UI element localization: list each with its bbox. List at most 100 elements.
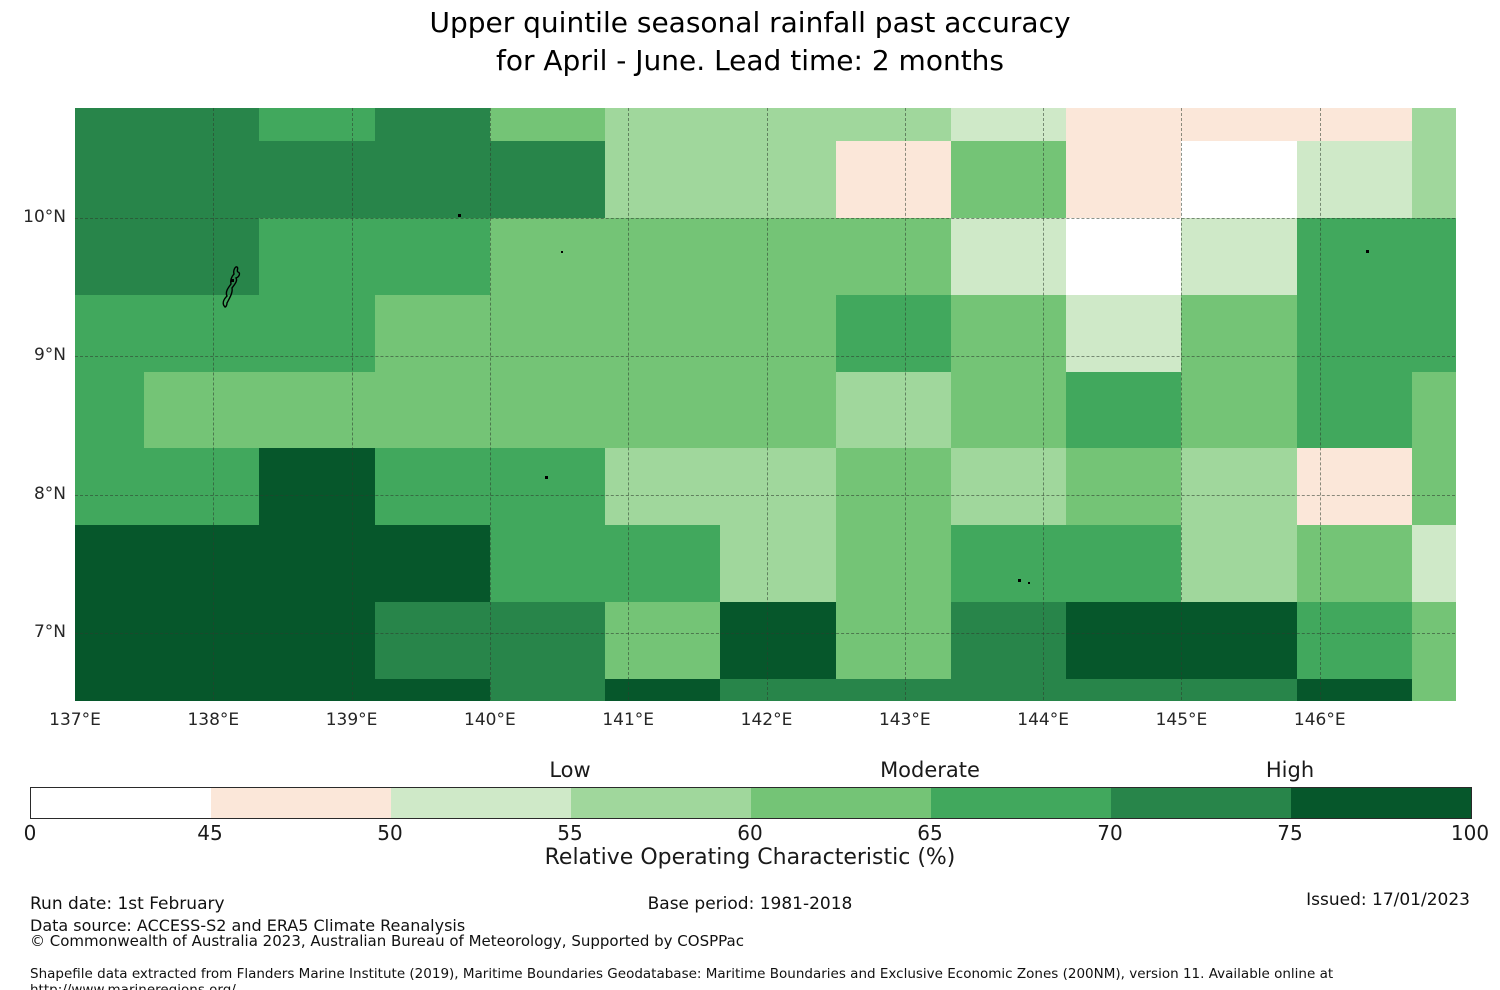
grid-cell <box>1181 525 1298 603</box>
islet-dot <box>458 214 461 217</box>
longitude-gridline <box>351 108 353 700</box>
copyright-text: © Commonwealth of Australia 2023, Austra… <box>30 932 744 950</box>
grid-cell <box>605 108 722 142</box>
grid-cell <box>374 294 491 373</box>
chart-title-line2: for April - June. Lead time: 2 months <box>495 44 1005 77</box>
grid-cell <box>489 371 606 450</box>
grid-cell <box>144 294 260 373</box>
grid-cell <box>259 218 376 296</box>
grid-cell <box>950 108 1067 142</box>
grid-cell <box>835 218 952 296</box>
grid-cell <box>1066 371 1183 450</box>
grid-cell <box>489 602 606 680</box>
y-axis-tick-label: 10°N <box>23 207 66 228</box>
islet-dot <box>1366 250 1369 253</box>
grid-cell <box>1296 218 1413 296</box>
grid-cell <box>144 525 260 603</box>
grid-cell <box>489 218 606 296</box>
colorbar <box>30 787 1472 819</box>
grid-cell <box>1411 602 1456 680</box>
grid-cell <box>489 141 606 219</box>
colorbar-segment-45-50 <box>211 788 391 818</box>
latitude-gridline <box>75 356 1455 358</box>
grid-cell <box>75 141 145 219</box>
grid-cell <box>1066 294 1183 373</box>
grid-cell <box>374 218 491 296</box>
grid-cell <box>75 108 145 142</box>
grid-cell <box>144 141 260 219</box>
longitude-gridline <box>213 108 215 700</box>
grid-cell <box>605 294 722 373</box>
grid-cell <box>259 294 376 373</box>
colorbar-ticks: 0 45 50 55 60 65 70 75 100 <box>24 821 1489 845</box>
grid-cell <box>75 218 145 296</box>
colorbar-tick-label: 50 <box>377 821 403 845</box>
grid-cell <box>1411 371 1456 450</box>
colorbar-zone-labels: Low Moderate High <box>30 758 1470 786</box>
colorbar-tick-label: 55 <box>557 821 583 845</box>
y-axis-tick-label: 8°N <box>33 483 66 504</box>
chart-title: Upper quintile seasonal rainfall past ac… <box>0 4 1500 80</box>
grid-cell <box>605 678 722 701</box>
colorbar-title: Relative Operating Characteristic (%) <box>544 845 956 870</box>
x-axis-tick-label: 146°E <box>1293 710 1346 730</box>
grid-cell <box>1296 525 1413 603</box>
longitude-gridline <box>1319 108 1321 700</box>
grid-cell <box>1411 108 1456 142</box>
data-source-text: Data source: ACCESS-S2 and ERA5 Climate … <box>30 916 466 935</box>
grid-cell <box>720 294 837 373</box>
colorbar-tick-label: 45 <box>197 821 223 845</box>
grid-cell <box>950 525 1067 603</box>
colorbar-zone-label-high: High <box>1265 758 1315 782</box>
grid-cell <box>835 678 952 701</box>
islet-dot <box>1028 582 1030 584</box>
y-axis-tick-label: 7°N <box>33 621 66 642</box>
x-axis-tick-label: 144°E <box>1017 710 1069 730</box>
grid-cell <box>1066 218 1183 296</box>
latitude-gridline <box>75 632 1455 634</box>
grid-cell <box>720 448 837 526</box>
longitude-gridline <box>1181 108 1183 700</box>
grid-cell <box>835 525 952 603</box>
colorbar-segment-65-70 <box>931 788 1111 818</box>
colorbar-tick-label: 75 <box>1277 821 1303 845</box>
x-axis-tick-label: 143°E <box>878 710 931 730</box>
grid-cell <box>1296 141 1413 219</box>
grid-cell <box>1066 678 1183 701</box>
grid-cell <box>605 141 722 219</box>
grid-cell <box>144 602 260 680</box>
shapefile-credit-text: Shapefile data extracted from Flanders M… <box>30 966 1334 990</box>
grid-cell <box>835 108 952 142</box>
grid-cell <box>1411 525 1456 603</box>
grid-cell <box>144 218 260 296</box>
grid-cell <box>75 602 145 680</box>
grid-cell <box>144 678 260 701</box>
x-axis-tick-label: 139°E <box>325 710 378 730</box>
islet-dot <box>561 251 563 253</box>
grid-cell <box>1181 218 1298 296</box>
grid-cell <box>1066 108 1183 142</box>
grid-cell <box>144 371 260 450</box>
grid-cell <box>374 602 491 680</box>
grid-cell <box>489 108 606 142</box>
grid-cell <box>144 108 260 142</box>
grid-cell <box>720 218 837 296</box>
grid-cell <box>374 525 491 603</box>
grid-cell <box>950 602 1067 680</box>
colorbar-segment-0-45 <box>31 788 211 818</box>
colorbar-segment-50-55 <box>391 788 571 818</box>
colorbar-zone-label-low: Low <box>549 758 591 782</box>
grid-cell <box>1296 371 1413 450</box>
grid-cell <box>1411 294 1456 373</box>
issued-date-text: Issued: 17/01/2023 <box>1306 890 1470 910</box>
grid-cell <box>605 371 722 450</box>
grid-cell <box>259 108 376 142</box>
x-axis-tick-label: 138°E <box>187 710 240 730</box>
latitude-gridline <box>75 218 1455 220</box>
grid-cell <box>720 602 837 680</box>
grid-cell <box>720 678 837 701</box>
grid-cell <box>1181 448 1298 526</box>
grid-cell <box>489 448 606 526</box>
grid-cell <box>1411 141 1456 219</box>
grid-cell <box>259 141 376 219</box>
